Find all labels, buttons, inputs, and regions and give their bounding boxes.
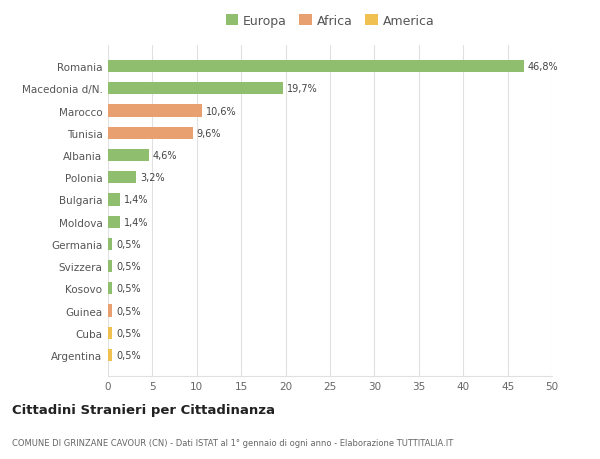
Bar (108, 194, 121, 206)
Text: 0,5%: 0,5% (116, 328, 140, 338)
Bar (108, 61, 524, 73)
Text: 0,5%: 0,5% (116, 262, 140, 272)
Bar (108, 128, 193, 140)
Text: Cittadini Stranieri per Cittadinanza: Cittadini Stranieri per Cittadinanza (12, 403, 275, 416)
Text: 19,7%: 19,7% (286, 84, 317, 94)
Bar (108, 283, 112, 295)
Text: 1,4%: 1,4% (124, 195, 148, 205)
Bar (108, 305, 112, 317)
Text: 4,6%: 4,6% (152, 151, 177, 161)
Bar (108, 216, 121, 228)
Bar (108, 172, 136, 184)
Bar (108, 260, 112, 273)
Bar (108, 238, 112, 251)
Text: 1,4%: 1,4% (124, 217, 148, 227)
Bar (108, 150, 149, 162)
Legend: Europa, Africa, America: Europa, Africa, America (221, 10, 439, 33)
Text: 10,6%: 10,6% (206, 106, 236, 116)
Text: COMUNE DI GRINZANE CAVOUR (CN) - Dati ISTAT al 1° gennaio di ogni anno - Elabora: COMUNE DI GRINZANE CAVOUR (CN) - Dati IS… (12, 438, 453, 447)
Text: 0,5%: 0,5% (116, 306, 140, 316)
Text: 9,6%: 9,6% (197, 129, 221, 139)
Text: 0,5%: 0,5% (116, 240, 140, 249)
Bar (108, 83, 283, 95)
Bar (108, 349, 112, 361)
Bar (108, 327, 112, 339)
Text: 3,2%: 3,2% (140, 173, 164, 183)
Bar (108, 105, 202, 118)
Text: 46,8%: 46,8% (527, 62, 558, 72)
Text: 0,5%: 0,5% (116, 350, 140, 360)
Text: 0,5%: 0,5% (116, 284, 140, 294)
